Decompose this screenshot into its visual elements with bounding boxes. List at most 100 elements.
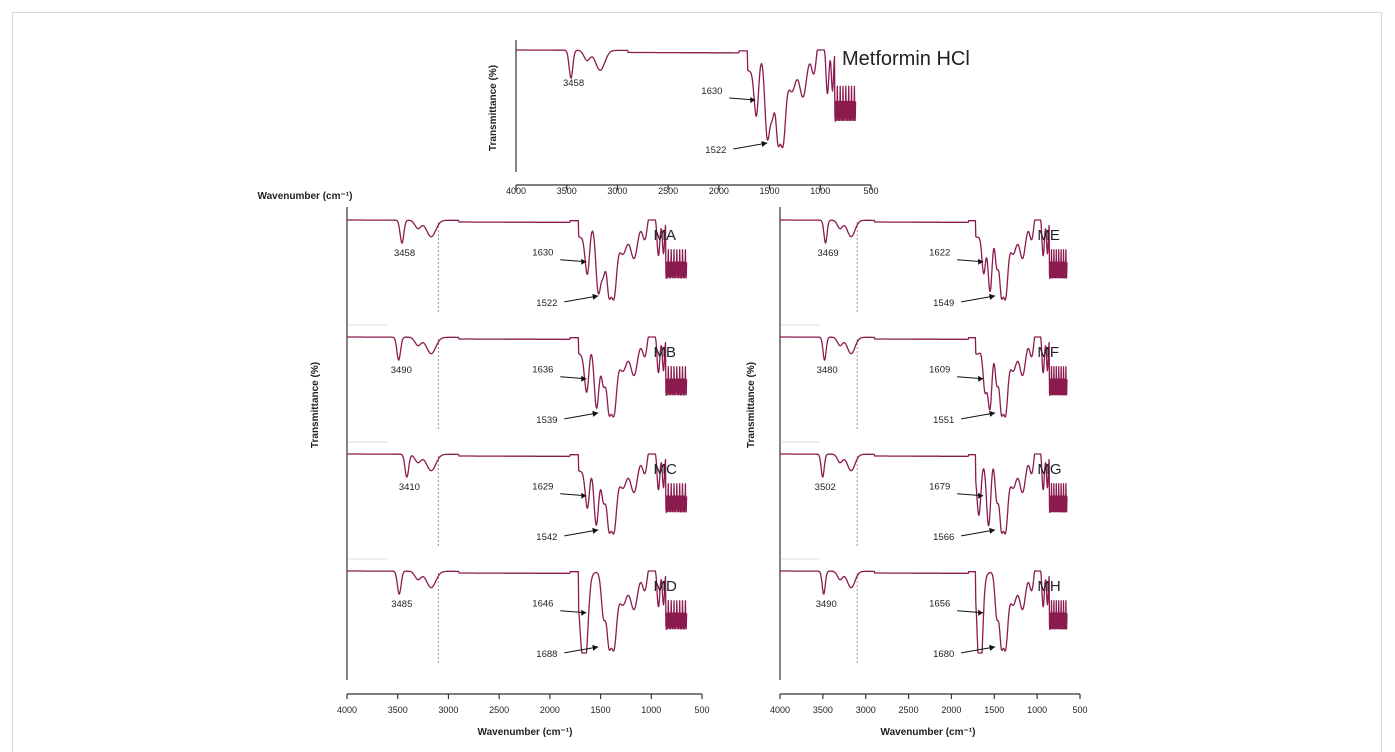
x-tick-label: 3500 <box>813 705 833 715</box>
peak-label: 1549 <box>933 298 954 309</box>
x-tick-label: 4000 <box>506 186 526 196</box>
peak-label: 3490 <box>816 599 837 610</box>
peak-arrow <box>564 412 599 420</box>
arrow-head <box>761 141 768 147</box>
peak-label: 1542 <box>536 532 557 543</box>
peak-arrow <box>564 529 599 537</box>
spectrum-trace-mb <box>346 336 688 418</box>
peak-label: 3485 <box>391 599 412 610</box>
peak-arrow <box>961 295 996 303</box>
peak-label: 1566 <box>933 532 954 543</box>
peak-label: 1630 <box>701 86 722 97</box>
arrow-head <box>989 410 996 417</box>
sample-label: MD <box>653 578 676 595</box>
peak-label: 3410 <box>399 482 420 493</box>
sample-label: MH <box>1037 578 1060 595</box>
x-tick-label: 2500 <box>658 186 678 196</box>
peak-label: 1551 <box>933 415 954 426</box>
spectrum-trace-mg <box>779 453 1068 535</box>
y-axis-title: Transmittance (%) <box>746 362 757 448</box>
peak-arrow <box>961 412 996 420</box>
arrow-head <box>581 609 587 616</box>
peak-label: 1688 <box>536 649 557 660</box>
peak-label: 1679 <box>929 482 950 493</box>
arrow-head <box>592 410 599 417</box>
peak-label: 3458 <box>394 248 415 259</box>
sample-label: MA <box>653 227 676 244</box>
arrow-head <box>581 258 587 265</box>
sample-label: MF <box>1037 344 1059 361</box>
peak-arrow <box>733 142 768 150</box>
x-tick-label: 1500 <box>591 705 611 715</box>
peak-label: 1646 <box>532 599 553 610</box>
spectrum-trace-mc <box>346 453 688 535</box>
x-tick-label: 500 <box>1072 705 1087 715</box>
sample-label: Metformin HCl <box>842 48 970 70</box>
spectrum-trace-mf <box>779 336 1068 418</box>
arrow-head <box>978 609 984 616</box>
x-tick-label: 500 <box>694 705 709 715</box>
x-tick-label: 2000 <box>540 705 560 715</box>
x-axis-title: Wavenumber (cm⁻¹) <box>881 727 976 738</box>
spectrum-trace-md <box>346 570 688 654</box>
peak-label: 1522 <box>705 145 726 156</box>
spectrum-trace-ma <box>346 219 688 301</box>
arrow-head <box>989 527 996 534</box>
y-axis-title: Transmittance (%) <box>488 65 499 151</box>
peak-label: 1656 <box>929 599 950 610</box>
x-tick-label: 3000 <box>438 705 458 715</box>
x-tick-label: 3000 <box>856 705 876 715</box>
arrow-head <box>581 492 587 499</box>
x-tick-label: 4000 <box>337 705 357 715</box>
peak-label: 1522 <box>536 298 557 309</box>
figure-frame <box>12 12 1382 752</box>
x-tick-label: 500 <box>863 186 878 196</box>
arrow-head <box>592 644 599 651</box>
x-tick-label: 3000 <box>607 186 627 196</box>
y-axis-title: Transmittance (%) <box>310 362 321 448</box>
x-tick-label: 1000 <box>641 705 661 715</box>
peak-label: 3502 <box>815 482 836 493</box>
arrow-head <box>978 258 984 265</box>
arrow-head <box>581 375 587 382</box>
peak-label: 3458 <box>563 78 584 89</box>
x-tick-label: 1000 <box>1027 705 1047 715</box>
panel-right: 4000 3500 3000 2500 2000 1500 1000 500 Wavenumbe… <box>746 207 1088 738</box>
x-tick-label: 2000 <box>941 705 961 715</box>
arrow-head <box>750 97 756 103</box>
peak-label: 1630 <box>532 248 553 259</box>
x-tick-label: 2000 <box>709 186 729 196</box>
sample-label: MG <box>1037 461 1061 478</box>
peak-label: 3480 <box>817 365 838 376</box>
spectrum-trace-metformin-hcl <box>515 49 857 149</box>
x-axis-title: Wavenumber (cm⁻¹) <box>478 727 573 738</box>
arrow-head <box>978 492 984 499</box>
arrow-head <box>989 293 996 300</box>
sample-label: MB <box>653 344 676 361</box>
arrow-head <box>592 527 599 534</box>
x-tick-label: 1000 <box>810 186 830 196</box>
arrow-head <box>989 644 996 651</box>
spectrum-trace-mh <box>779 570 1068 654</box>
x-axis-title: Wavenumber (cm⁻¹) <box>258 191 353 202</box>
peak-arrow <box>961 646 996 654</box>
peak-label: 1636 <box>532 365 553 376</box>
x-tick-label: 3500 <box>557 186 577 196</box>
peak-label: 1680 <box>933 649 954 660</box>
peak-arrow <box>564 646 599 654</box>
x-tick-label: 3500 <box>388 705 408 715</box>
panel-top: 4000 3500 3000 2500 2000 1500 1000 500 Wavenumbe… <box>258 40 970 202</box>
arrow-head <box>592 293 599 300</box>
peak-label: 3469 <box>818 248 839 259</box>
sample-label: ME <box>1037 227 1060 244</box>
peak-label: 1539 <box>536 415 557 426</box>
x-tick-label: 1500 <box>760 186 780 196</box>
x-tick-label: 2500 <box>899 705 919 715</box>
peak-arrow <box>961 529 996 537</box>
arrow-head <box>978 375 984 382</box>
peak-arrow <box>564 295 599 303</box>
peak-label: 3490 <box>391 365 412 376</box>
x-tick-label: 4000 <box>770 705 790 715</box>
peak-label: 1609 <box>929 365 950 376</box>
